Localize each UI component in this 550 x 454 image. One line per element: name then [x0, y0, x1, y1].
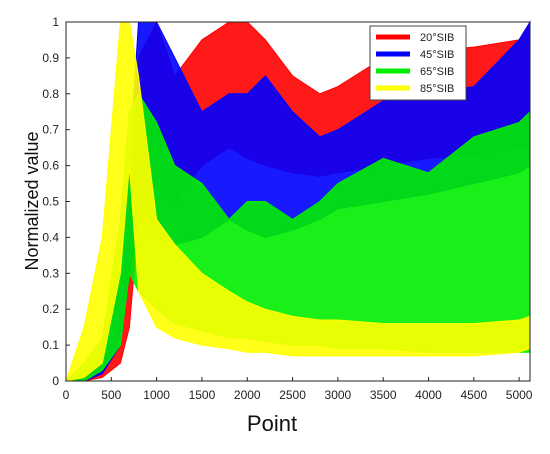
legend-label: 85°SIB [420, 83, 454, 95]
legend-label: 65°SIB [420, 66, 454, 78]
y-tick-label: 0.5 [42, 195, 59, 209]
legend-label: 20°SIB [420, 32, 454, 44]
legend-label: 45°SIB [420, 49, 454, 61]
y-tick-label: 0.1 [42, 338, 59, 352]
y-tick-label: 0.3 [42, 266, 59, 280]
x-axis-label: Point [247, 411, 297, 436]
y-tick-label: 1 [52, 15, 59, 29]
x-tick-label: 4000 [415, 388, 442, 402]
x-tick-label: 2500 [279, 388, 306, 402]
y-tick-label: 0.9 [42, 51, 59, 65]
x-tick-label: 4500 [460, 388, 487, 402]
x-tick-label: 0 [63, 388, 70, 402]
x-tick-label: 500 [101, 388, 121, 402]
y-tick-label: 0 [52, 374, 59, 388]
x-tick-label: 2000 [234, 388, 261, 402]
x-axis: 0 500 1000 1500 2000 2500 3000 3500 4000 4500 5000 [63, 377, 533, 402]
y-axis-label: Normalized value [22, 131, 42, 270]
series-layer [64, 20, 531, 382]
x-tick-label: 3000 [325, 388, 352, 402]
y-tick-label: 0.4 [42, 230, 59, 244]
y-tick-label: 0.2 [42, 302, 59, 316]
y-axis: 0 0.1 0.2 0.3 0.4 0.5 0.6 0.7 0.8 0.9 1 [42, 15, 70, 388]
x-tick-label: 1000 [143, 388, 170, 402]
legend: 20°SIB 45°SIB 65°SIB 85°SIB [369, 25, 467, 101]
x-tick-label: 3500 [370, 388, 397, 402]
x-tick-label: 1500 [189, 388, 216, 402]
x-tick-label: 5000 [506, 388, 533, 402]
y-tick-label: 0.8 [42, 87, 59, 101]
y-tick-label: 0.7 [42, 123, 59, 137]
y-tick-label: 0.6 [42, 159, 59, 173]
